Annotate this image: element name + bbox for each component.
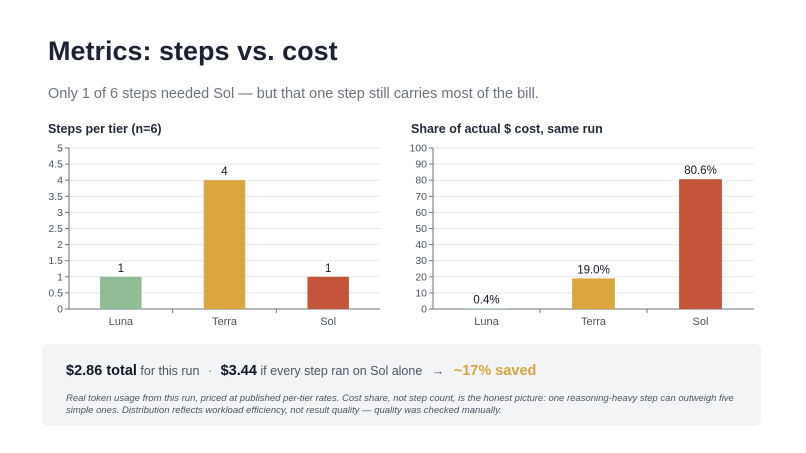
y-tick-label: 30 — [415, 255, 427, 267]
y-tick-label: 20 — [415, 271, 427, 283]
bar-terra — [572, 278, 615, 309]
total-suffix: for this run — [140, 364, 200, 378]
steps-chart-title: Steps per tier (n=6) — [48, 122, 162, 136]
sol-only-suffix: if every step ran on Sol alone — [260, 364, 423, 378]
savings-value: ~17% saved — [453, 363, 537, 379]
y-tick-label: 1 — [57, 271, 63, 283]
summary-line: $2.86 total for this run · $3.44 if ever… — [66, 363, 536, 379]
x-tick-label: Luna — [109, 316, 134, 328]
summary-panel: $2.86 total for this run · $3.44 if ever… — [42, 344, 761, 426]
y-tick-label: 2.5 — [48, 223, 63, 235]
data-label: 19.0% — [577, 264, 610, 276]
y-tick-label: 0.5 — [48, 287, 63, 299]
bar-sol — [307, 276, 349, 309]
arrow-icon: → — [431, 364, 445, 378]
y-tick-label: 2 — [57, 239, 63, 251]
separator: · — [207, 364, 213, 378]
bar-sol — [679, 179, 722, 309]
bar-luna — [100, 276, 142, 309]
total-cost: $2.86 total — [66, 363, 137, 379]
y-tick-label: 100 — [409, 143, 427, 155]
y-tick-label: 3.5 — [48, 191, 63, 203]
y-tick-label: 10 — [415, 287, 427, 299]
data-label: 80.6% — [684, 165, 717, 177]
steps-per-tier-chart: 0 0.5 1 1.5 2 2.5 3 3.5 4 4.5 5 1 Luna 4 Terra 1 Sol — [48, 143, 380, 328]
y-tick-label: 80 — [415, 175, 427, 187]
x-tick-label: Sol — [693, 316, 709, 328]
page-subtitle: Only 1 of 6 steps needed Sol — but that … — [48, 86, 539, 102]
bar-terra — [203, 180, 246, 309]
x-tick-label: Luna — [474, 316, 499, 328]
bar-luna — [465, 308, 508, 309]
data-label: 1 — [325, 263, 331, 275]
cost-chart-title: Share of actual $ cost, same run — [411, 122, 603, 136]
sol-only-cost: $3.44 — [220, 363, 257, 379]
y-tick-label: 4 — [57, 175, 63, 187]
page-title: Metrics: steps vs. cost — [48, 36, 338, 66]
y-tick-label: 1.5 — [48, 255, 63, 267]
y-tick-label: 0 — [57, 304, 63, 316]
data-label: 0.4% — [473, 294, 499, 306]
y-tick-label: 40 — [415, 239, 427, 251]
y-tick-label: 0 — [421, 304, 427, 316]
data-label: 4 — [221, 166, 228, 178]
x-tick-label: Terra — [581, 316, 607, 328]
methodology-note: Real token usage from this run, priced a… — [66, 393, 734, 416]
y-tick-label: 70 — [415, 191, 427, 203]
y-tick-label: 4.5 — [48, 159, 63, 171]
y-tick-label: 5 — [57, 143, 63, 155]
x-tick-label: Terra — [212, 316, 238, 328]
cost-share-chart: 0 10 20 30 40 50 60 70 80 90 100 0.4% Luna 19.0% Terra… — [409, 143, 754, 328]
data-label: 1 — [118, 263, 124, 275]
y-tick-label: 50 — [415, 223, 427, 235]
y-tick-label: 3 — [57, 207, 63, 219]
y-tick-label: 60 — [415, 207, 427, 219]
x-tick-label: Sol — [320, 316, 336, 328]
y-tick-label: 90 — [415, 159, 427, 171]
